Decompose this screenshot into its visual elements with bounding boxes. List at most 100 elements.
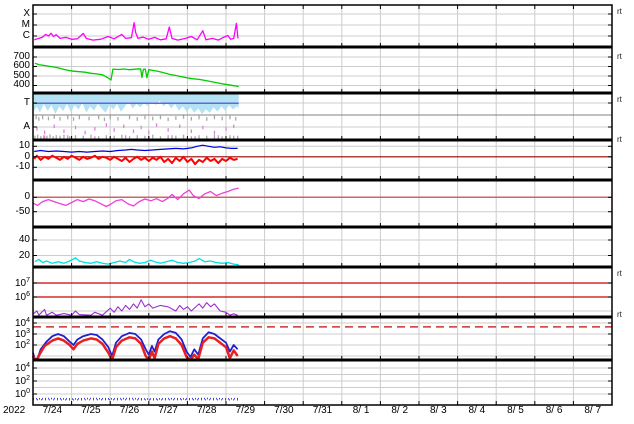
series-a-bottom-violet-dot [94,136,96,140]
series-a-top-gray-dot [206,117,208,121]
y-tick-label-0: 0 [24,150,30,162]
series-a-bottom-gray-dot [82,135,84,140]
y-tick-label-10^3: 103 [14,327,30,340]
y-tick-label-T: T [23,97,30,108]
series-bz [33,154,238,166]
series-a-top-gray-dot [235,117,237,121]
series-a-bottom-gray-dot [152,134,154,139]
series-a-bottom-violet-dot [125,135,127,139]
series-a-top-gray-dot [213,115,216,120]
series-a-top-gray-dot [159,115,162,120]
rt-flag-label: rt [617,310,622,319]
y-tick-label-10^2: 102 [14,374,30,387]
x-tick-label-7/30: 7/30 [274,405,294,416]
rt-flag-label: rt [617,269,622,278]
series-a-top-gray-dot [175,116,177,120]
series-a-violet-dot [202,125,204,130]
series-a-violet-dot [113,128,115,132]
series-a-bottom-gray-dot [43,135,45,139]
y-tick-label--10: -10 [15,161,30,173]
series-a-violet-dot [179,124,181,129]
rt-flag-label: rt [617,135,622,144]
series-a-bottom-gray-dot [52,136,54,140]
series-a-bottom-gray-dot [63,134,65,139]
series-a-bottom-gray-dot [136,135,138,139]
series-a-top-gray-dot [136,117,138,121]
series-a-violet-dot [94,127,96,131]
series-a-top-gray-dot [35,115,37,120]
series-a-top-gray-dot [98,115,100,120]
series-a-bottom-violet-dot [44,135,46,140]
series-a-bottom-gray-dot [69,136,71,140]
series-a-bottom-gray-dot [144,135,146,140]
series-a-top-gray-dot [190,117,192,121]
y-tick-label--50: -50 [15,205,30,217]
series-a-top-gray-dot [229,115,231,120]
series-a-bottom-gray-dot [46,135,48,140]
series-a-bottom-violet-dot [233,135,235,140]
series-a-violet-dot [74,125,77,130]
x-axis-year-label: 2022 [3,405,26,416]
x-tick-label-8/1: 8/ 1 [352,405,370,416]
series-a-top-gray-dot [221,116,223,121]
series-a-bottom-gray-dot [175,135,177,140]
series-a-bottom-gray-dot [40,136,42,140]
series-electron-low-energy [32,299,238,316]
x-tick-label-7/28: 7/28 [196,405,217,416]
series-a-bottom-gray-dot [159,136,162,140]
series-a-violet-dot [190,129,192,133]
series-a-bottom-gray-dot [221,136,223,140]
series-a-violet-dot [155,123,158,127]
series-a-bottom-gray-dot [213,134,216,139]
series-a-top-gray-dot [78,115,80,120]
y-tick-label-20: 20 [18,249,30,261]
rt-flag-label: rt [617,52,622,61]
series-a-bottom-violet-dot [194,136,196,140]
series-a-top-gray-dot [72,117,75,121]
series-a-top-gray-dot [128,115,131,120]
x-tick-label-7/29: 7/29 [235,405,256,416]
series-a-violet-dot [36,127,38,131]
series-electron-g17 [31,334,239,362]
x-tick-label-8/3: 8/ 3 [429,405,447,416]
series-a-bottom-gray-dot [55,135,57,139]
series-speed [34,62,239,88]
series-a-top-gray-dot [117,117,119,121]
series-a-bottom-gray-dot [113,135,115,140]
series-a-violet-dot [148,130,150,135]
series-a-bottom-gray-dot [105,135,107,139]
series-a-violet-dot [140,125,142,130]
x-tick-label-7/24: 7/24 [42,405,63,416]
series-a-top-gray-dot [144,115,146,120]
x-tick-label-7/25: 7/25 [81,405,101,416]
series-a-bottom-violet-dot [67,135,69,139]
y-tick-label-700: 700 [13,50,30,62]
series-a-bottom-gray-dot [49,134,51,138]
series-a-bottom-gray-dot [98,136,100,140]
series-a-bottom-gray-dot [182,134,185,139]
series-proton-upper [32,397,239,400]
y-tick-label-C: C [22,29,30,41]
series-a-violet-dot [213,130,216,135]
series-a-bottom-gray-dot [229,135,231,139]
series-a-top-gray-dot [103,117,106,122]
series-a-bottom-gray-dot [190,136,192,140]
y-tick-label-10^0: 100 [14,387,30,400]
series-a-bottom-gray-dot [74,135,77,139]
y-tick-label-10^7: 107 [14,277,30,290]
series-a-bottom-violet-dot [171,135,173,139]
series-a-violet-dot [84,130,86,135]
series-index-line [34,257,239,266]
rt-flag-label: rt [617,95,622,104]
series-a-top-gray-dot [53,115,55,119]
series-xray [34,22,239,41]
series-a-violet-dot [44,130,46,135]
x-tick-label-8/4: 8/ 4 [468,405,486,416]
series-a-top-gray-dot [38,117,40,121]
y-tick-label-10: 10 [18,140,30,152]
x-tick-label-8/2: 8/ 2 [391,405,409,416]
series-a-violet-dot [53,124,55,129]
series-a-bottom-gray-dot [34,135,36,140]
